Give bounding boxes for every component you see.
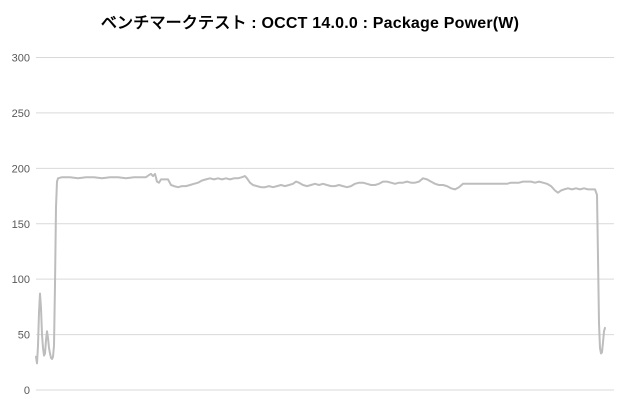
y-axis-tick-label: 150 bbox=[12, 219, 30, 231]
y-axis-tick-label: 200 bbox=[12, 163, 30, 175]
y-axis-tick-label: 300 bbox=[12, 53, 30, 65]
y-axis-tick-label: 250 bbox=[12, 108, 30, 120]
series-line-package-power bbox=[35, 172, 606, 365]
y-axis-tick-label: 100 bbox=[12, 274, 30, 286]
y-axis-tick-label: 0 bbox=[24, 385, 30, 397]
y-axis-tick-label: 50 bbox=[18, 330, 30, 342]
chart-title: ベンチマークテスト : OCCT 14.0.0 : Package Power(… bbox=[100, 15, 520, 32]
